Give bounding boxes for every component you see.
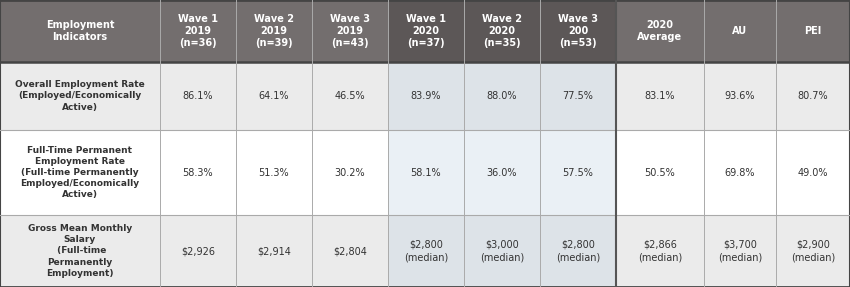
Text: $2,900
(median): $2,900 (median) [790,240,835,262]
Text: Wave 3
2019
(n=43): Wave 3 2019 (n=43) [330,13,370,49]
Bar [388,0,464,62]
Text: 36.0%: 36.0% [487,168,518,177]
Text: 46.5%: 46.5% [335,91,366,101]
Bar [616,130,704,215]
Text: $2,926: $2,926 [181,246,215,256]
Bar [236,0,312,62]
Bar [704,62,776,130]
Text: Wave 2
2019
(n=39): Wave 2 2019 (n=39) [254,13,294,49]
Text: PEI: PEI [804,26,822,36]
Text: 86.1%: 86.1% [183,91,213,101]
Text: $2,866
(median): $2,866 (median) [638,240,682,262]
Bar [540,0,616,62]
Bar [776,0,850,62]
Text: 93.6%: 93.6% [725,91,756,101]
Text: Full-Time Permanent
Employment Rate
(Full-time Permanently
Employed/Economically: Full-Time Permanent Employment Rate (Ful… [20,146,139,199]
Text: Wave 1
2020
(n=37): Wave 1 2020 (n=37) [406,13,446,49]
Text: 64.1%: 64.1% [258,91,289,101]
Bar [704,0,776,62]
Bar [616,0,704,62]
Text: Employment
Indicators: Employment Indicators [46,20,114,42]
Bar [616,215,704,287]
Bar [312,215,388,287]
Bar [312,0,388,62]
Bar [160,130,236,215]
Bar [160,0,236,62]
Text: 83.1%: 83.1% [645,91,675,101]
Bar [236,130,312,215]
Bar [776,215,850,287]
Bar [0,62,160,130]
Text: $3,700
(median): $3,700 (median) [718,240,762,262]
Bar [160,62,236,130]
Bar [312,62,388,130]
Text: 50.5%: 50.5% [644,168,676,177]
Bar [776,62,850,130]
Text: 49.0%: 49.0% [798,168,828,177]
Bar [464,130,540,215]
Bar [540,215,616,287]
Bar [704,130,776,215]
Bar [160,215,236,287]
Bar [704,215,776,287]
Text: Overall Employment Rate
(Employed/Economically
Active): Overall Employment Rate (Employed/Econom… [15,80,145,112]
Bar [0,130,160,215]
Bar [464,0,540,62]
Text: 88.0%: 88.0% [487,91,518,101]
Text: Gross Mean Monthly
Salary
 (Full-time
Permanently
Employment): Gross Mean Monthly Salary (Full-time Per… [28,224,132,278]
Text: AU: AU [733,26,747,36]
Bar [464,215,540,287]
Text: 77.5%: 77.5% [563,91,593,101]
Text: Wave 2
2020
(n=35): Wave 2 2020 (n=35) [482,13,522,49]
Text: $2,804: $2,804 [333,246,367,256]
Bar [312,130,388,215]
Text: 80.7%: 80.7% [797,91,828,101]
Bar [388,215,464,287]
Text: 2020
Average: 2020 Average [638,20,683,42]
Text: $2,914: $2,914 [257,246,291,256]
Bar [388,130,464,215]
Bar [616,62,704,130]
Bar [0,215,160,287]
Text: $3,000
(median): $3,000 (median) [480,240,524,262]
Bar [388,62,464,130]
Bar [776,130,850,215]
Bar [0,0,160,62]
Text: $2,800
(median): $2,800 (median) [556,240,600,262]
Text: 69.8%: 69.8% [725,168,756,177]
Text: 57.5%: 57.5% [563,168,593,177]
Text: Wave 3
200
(n=53): Wave 3 200 (n=53) [558,13,598,49]
Bar [236,215,312,287]
Bar [236,62,312,130]
Text: 51.3%: 51.3% [258,168,289,177]
Bar [464,62,540,130]
Text: 58.1%: 58.1% [411,168,441,177]
Text: Wave 1
2019
(n=36): Wave 1 2019 (n=36) [178,13,218,49]
Text: 30.2%: 30.2% [335,168,366,177]
Text: 83.9%: 83.9% [411,91,441,101]
Bar [540,130,616,215]
Text: 58.3%: 58.3% [183,168,213,177]
Bar [540,62,616,130]
Text: $2,800
(median): $2,800 (median) [404,240,448,262]
